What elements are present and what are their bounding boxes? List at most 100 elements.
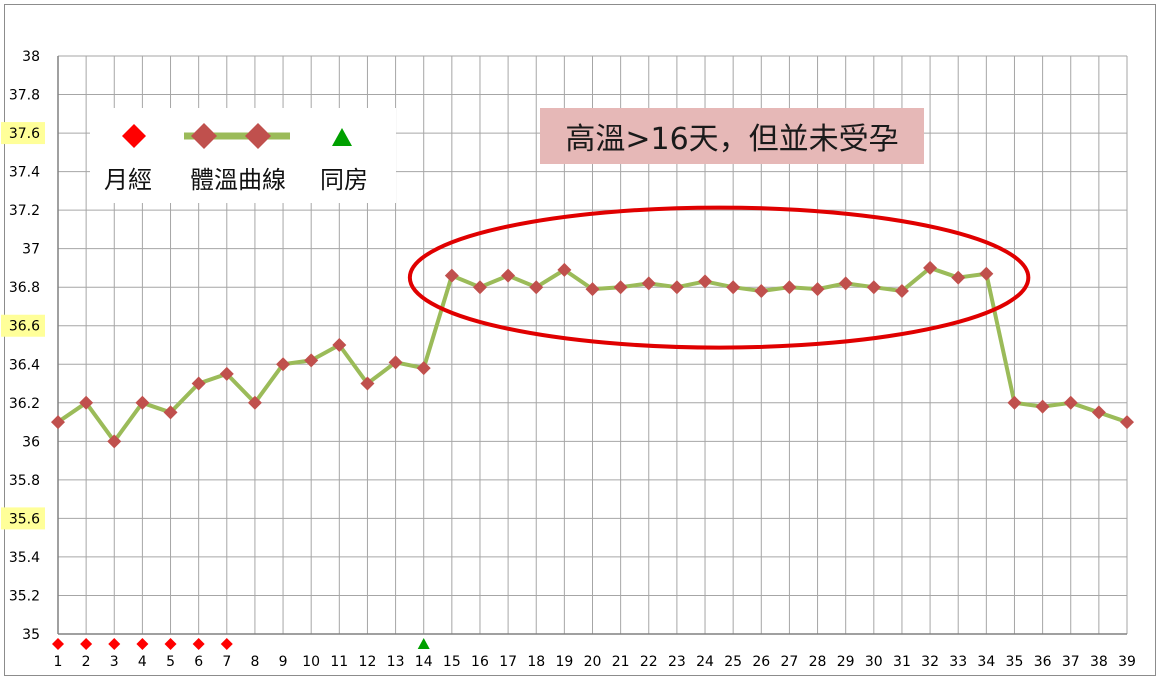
temperature-point: [276, 357, 291, 372]
temperature-point: [1063, 395, 1078, 410]
legend-temp-curve-label: 體溫曲線: [190, 166, 286, 194]
y-tick-label: 35.6: [9, 511, 40, 527]
legend-symbols: [122, 123, 352, 149]
temperature-point: [304, 353, 319, 368]
x-tick-label: 3: [110, 654, 119, 670]
temperature-point: [726, 280, 741, 295]
y-tick-highlight: [1, 507, 45, 530]
menstruation-marker: [192, 638, 205, 650]
temperature-point: [810, 282, 825, 297]
y-tick-highlight: [1, 122, 45, 145]
temperature-point: [951, 270, 966, 285]
temperature-point: [416, 361, 431, 376]
x-tick-label: 35: [1006, 654, 1024, 670]
y-tick-label: 37.6: [9, 126, 40, 142]
legend-menstruation-marker: [122, 124, 146, 148]
x-tick-label: 13: [387, 654, 405, 670]
y-tick-label: 36.4: [9, 357, 40, 373]
menstruation-marker: [220, 638, 233, 650]
x-tick-label: 29: [837, 654, 855, 670]
x-tick-label: 18: [527, 654, 545, 670]
temperature-point: [332, 338, 347, 352]
menstruation-marker: [136, 638, 149, 650]
x-tick-label: 31: [893, 654, 911, 670]
temperature-point: [219, 366, 234, 381]
x-tick-label: 6: [194, 654, 203, 670]
x-tick-label: 36: [1034, 654, 1052, 670]
menstruation-marker: [52, 638, 64, 650]
highlight-ellipse: [407, 205, 1031, 350]
y-tick-label: 38: [22, 49, 40, 65]
x-tick-label: 23: [668, 654, 686, 670]
temperature-point: [669, 280, 684, 295]
temperature-point: [444, 268, 459, 283]
y-tick-highlight: [1, 314, 45, 337]
temperature-point: [135, 395, 150, 410]
x-tick-label: 39: [1118, 654, 1136, 670]
x-tick-label: 7: [222, 654, 231, 670]
y-tick-label: 37.8: [9, 88, 40, 104]
temperature-point: [191, 376, 206, 391]
temperature-point: [388, 355, 403, 370]
x-tick-label: 21: [612, 654, 630, 670]
x-tick-label: 5: [166, 654, 175, 670]
x-tick-label: 14: [415, 654, 433, 670]
temperature-point: [501, 268, 516, 283]
temperature-point: [529, 280, 544, 295]
temperature-point: [1091, 405, 1106, 420]
temperature-point: [557, 262, 572, 277]
x-tick-label: 33: [949, 654, 967, 670]
temperature-point: [754, 284, 769, 299]
temperature-point: [613, 280, 628, 295]
callout-annotation: 高溫>16天，但並未受孕: [540, 108, 924, 164]
temperature-point: [585, 282, 600, 297]
y-tick-label: 35.8: [9, 473, 40, 489]
y-tick-label: 35.2: [9, 588, 40, 604]
x-tick-label: 27: [781, 654, 799, 670]
menstruation-marker: [80, 638, 93, 650]
x-tick-label: 32: [921, 654, 939, 670]
temperature-point: [1120, 415, 1134, 430]
temperature-point: [247, 395, 262, 410]
x-tick-label: 30: [865, 654, 883, 670]
y-tick-label: 37: [22, 242, 40, 258]
x-tick-label: 34: [977, 654, 995, 670]
temperature-point: [894, 284, 909, 299]
y-tick-label: 37.4: [9, 165, 40, 181]
temperature-point: [472, 280, 487, 295]
y-tick-label: 36: [22, 434, 40, 450]
temperature-point: [360, 376, 375, 391]
legend-temp-marker-left: [191, 123, 217, 149]
legend-menstruation-label: 月經: [104, 166, 152, 194]
temperature-point: [79, 395, 94, 410]
temperature-point: [51, 415, 65, 430]
y-tick-label: 37.2: [9, 203, 40, 219]
x-tick-label: 25: [724, 654, 742, 670]
temperature-point: [641, 276, 656, 291]
x-tick-label: 19: [555, 654, 573, 670]
legend-temp-marker-right: [245, 123, 271, 149]
y-tick-label: 35.4: [9, 550, 40, 566]
x-tick-label: 37: [1062, 654, 1080, 670]
temperature-point: [923, 260, 938, 275]
x-tick-label: 4: [138, 654, 147, 670]
temperature-point: [1007, 395, 1022, 410]
temperature-point: [698, 274, 713, 289]
legend-intercourse-marker: [332, 128, 352, 146]
x-tick-label: 15: [443, 654, 461, 670]
x-tick-label: 11: [330, 654, 348, 670]
x-tick-label: 28: [809, 654, 827, 670]
x-tick-label: 12: [359, 654, 377, 670]
x-tick-label: 16: [471, 654, 489, 670]
temperature-point: [107, 434, 122, 449]
x-tick-label: 1: [54, 654, 63, 670]
temperature-point: [163, 405, 178, 420]
temperature-point: [1035, 399, 1050, 414]
temperature-point: [838, 276, 853, 291]
x-tick-label: 26: [752, 654, 770, 670]
y-tick-label: 36.8: [9, 280, 40, 296]
menstruation-marker: [108, 638, 121, 650]
x-tick-label: 38: [1090, 654, 1108, 670]
